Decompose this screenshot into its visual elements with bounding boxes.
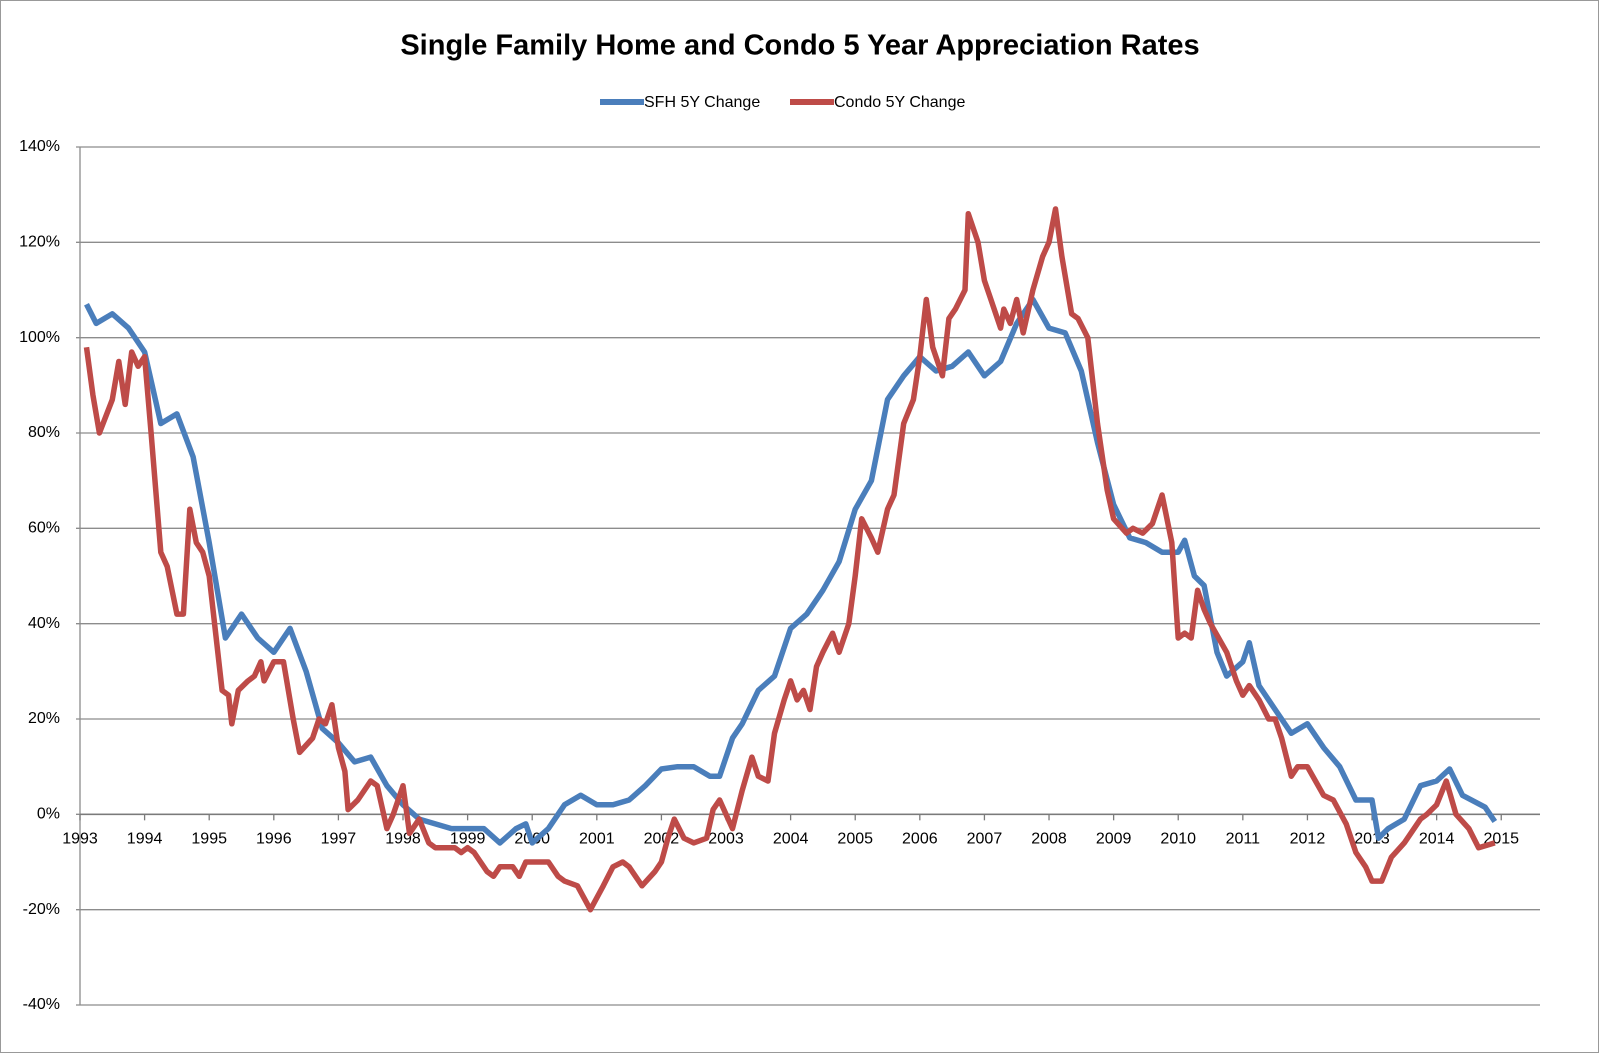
x-tick-label: 2014	[1419, 831, 1455, 848]
x-tick-label: 1998	[385, 831, 421, 848]
y-tick-label: 0%	[37, 806, 60, 823]
x-tick-label: 1993	[62, 831, 98, 848]
x-tick-label: 1996	[256, 831, 292, 848]
x-tick-label: 2008	[1031, 831, 1067, 848]
y-tick-label: 120%	[19, 234, 60, 251]
y-tick-label: 100%	[19, 329, 60, 346]
x-tick-label: 1994	[127, 831, 163, 848]
series-line	[83, 206, 1496, 913]
x-tick-label: 1995	[191, 831, 227, 848]
x-tick-label: 2010	[1160, 831, 1196, 848]
legend-label: Condo 5Y Change	[834, 94, 965, 111]
x-tick-label: 2003	[708, 831, 744, 848]
x-tick-label: 2009	[1096, 831, 1132, 848]
chart-title: Single Family Home and Condo 5 Year Appr…	[400, 30, 1199, 62]
x-tick-label: 2004	[773, 831, 809, 848]
x-tick-label: 2002	[644, 831, 680, 848]
y-tick-label: 20%	[28, 710, 60, 727]
x-tick-label: 2011	[1226, 831, 1261, 848]
x-tick-label: 2007	[967, 831, 1003, 848]
y-tick-label: 80%	[28, 424, 60, 441]
series-line	[84, 296, 1498, 846]
x-tick-label: 2006	[902, 831, 938, 848]
x-tick-label: 2001	[579, 831, 615, 848]
x-tick-label: 1999	[450, 831, 486, 848]
legend-label: SFH 5Y Change	[644, 94, 760, 111]
y-tick-label: -20%	[23, 901, 60, 918]
x-tick-label: 2012	[1290, 831, 1326, 848]
y-tick-label: 140%	[19, 138, 60, 155]
y-tick-label: -40%	[23, 996, 60, 1013]
x-tick-label: 2005	[837, 831, 873, 848]
x-tick-label: 1997	[321, 831, 357, 848]
y-tick-label: 40%	[28, 615, 60, 632]
y-tick-label: 60%	[28, 520, 60, 537]
